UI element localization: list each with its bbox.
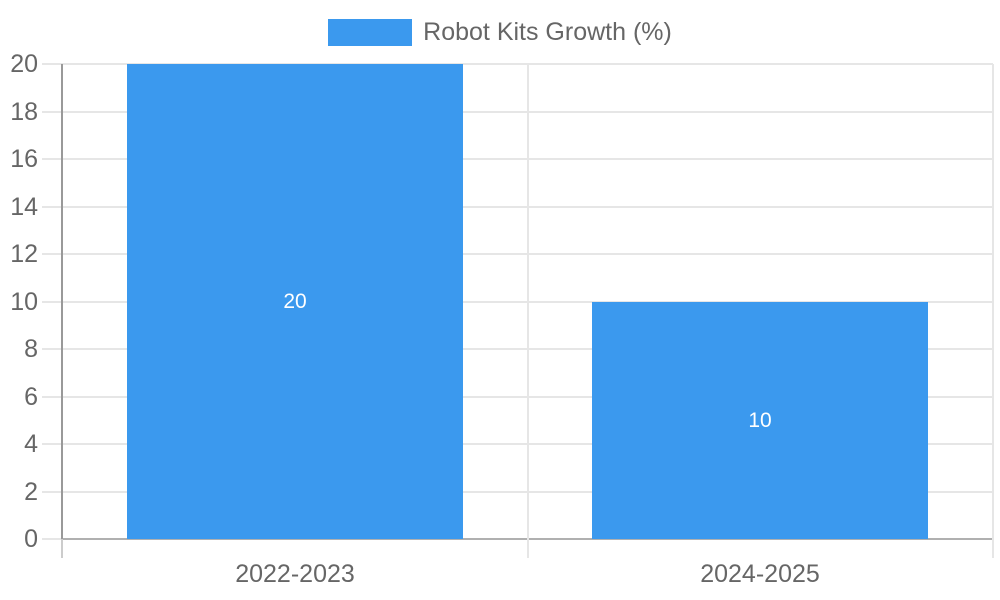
y-tick-label: 14: [10, 193, 38, 221]
y-tick-mark: [42, 253, 62, 255]
x-tick-mark: [61, 539, 63, 558]
legend-swatch[interactable]: [328, 18, 413, 46]
y-axis-line: [61, 64, 63, 539]
y-tick-mark: [42, 158, 62, 160]
y-tick-label: 8: [24, 335, 38, 363]
y-tick-mark: [42, 111, 62, 113]
x-tick-label: 2022-2023: [235, 560, 355, 588]
bar-value-label: 10: [748, 409, 772, 432]
y-tick-label: 18: [10, 98, 38, 126]
y-tick-label: 12: [10, 240, 38, 268]
x-tick-mark: [992, 539, 994, 558]
y-tick-mark: [42, 396, 62, 398]
y-tick-label: 2: [24, 478, 38, 506]
legend: Robot Kits Growth (%): [0, 17, 1000, 47]
bar[interactable]: 10: [592, 302, 928, 539]
y-tick-label: 6: [24, 383, 38, 411]
bar[interactable]: 20: [127, 64, 463, 539]
y-tick-mark: [42, 443, 62, 445]
y-tick-label: 4: [24, 430, 38, 458]
y-tick-mark: [42, 348, 62, 350]
y-tick-label: 0: [24, 525, 38, 553]
category-boundary-line: [992, 64, 994, 539]
y-tick-label: 16: [10, 145, 38, 173]
y-tick-mark: [42, 63, 62, 65]
y-tick-mark: [42, 206, 62, 208]
y-tick-mark: [42, 538, 62, 540]
legend-label[interactable]: Robot Kits Growth (%): [423, 17, 672, 46]
y-tick-label: 20: [10, 50, 38, 78]
x-tick-label: 2024-2025: [700, 560, 820, 588]
y-tick-mark: [42, 301, 62, 303]
bar-value-label: 20: [283, 290, 307, 313]
y-tick-label: 10: [10, 288, 38, 316]
x-tick-mark: [527, 539, 529, 558]
category-boundary-line: [527, 64, 529, 539]
y-tick-mark: [42, 491, 62, 493]
